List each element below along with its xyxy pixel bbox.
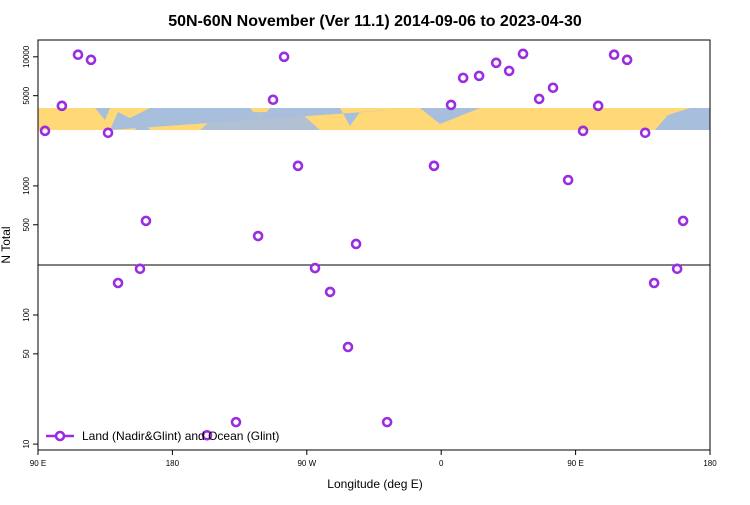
x-tick-label: 90 W — [297, 459, 316, 468]
data-point — [533, 93, 545, 105]
y-tick-label: 10 — [22, 439, 31, 448]
legend-label: Land (Nadir&Glint) and Ocean (Glint) — [82, 429, 279, 443]
data-point — [350, 238, 362, 250]
data-point — [267, 94, 279, 106]
x-tick-label: 180 — [703, 459, 717, 468]
y-axis-label: N Total — [0, 226, 13, 263]
data-point — [490, 57, 502, 69]
data-point — [547, 82, 559, 94]
x-tick-label: 0 — [439, 459, 444, 468]
data-point — [639, 127, 651, 139]
y-tick-label: 10000 — [22, 45, 31, 68]
data-point — [112, 277, 124, 289]
data-point — [428, 160, 440, 172]
data-point — [252, 230, 264, 242]
y-tick-label: 50 — [22, 349, 31, 358]
data-point — [85, 54, 97, 66]
data-point — [134, 263, 146, 275]
data-point — [342, 341, 354, 353]
x-axis-label: Longitude (deg E) — [327, 477, 422, 491]
data-point — [608, 49, 620, 61]
legend-marker — [54, 430, 66, 442]
y-tick-label: 1000 — [22, 176, 31, 194]
data-point — [140, 215, 152, 227]
data-point — [517, 48, 529, 60]
x-tick-label: 90 E — [30, 459, 46, 468]
plot-frame — [37, 39, 711, 451]
y-tick-label: 500 — [22, 218, 31, 232]
data-point — [577, 125, 589, 137]
y-tick-label: 100 — [22, 308, 31, 322]
map-band — [38, 108, 710, 130]
chart-title: 50N-60N November (Ver 11.1) 2014-09-06 t… — [168, 13, 582, 30]
data-point — [230, 416, 242, 428]
data-point — [457, 72, 469, 84]
data-point — [648, 277, 660, 289]
data-point — [324, 286, 336, 298]
data-point — [671, 263, 683, 275]
data-point — [503, 65, 515, 77]
data-point — [621, 54, 633, 66]
data-point — [381, 416, 393, 428]
data-point — [473, 70, 485, 82]
data-point — [309, 262, 321, 274]
data-point — [102, 127, 114, 139]
y-tick-label: 5000 — [22, 86, 31, 104]
data-point — [292, 160, 304, 172]
data-point — [677, 215, 689, 227]
data-point — [592, 100, 604, 112]
data-point — [56, 100, 68, 112]
x-tick-label: 90 E — [567, 459, 583, 468]
x-tick-label: 180 — [166, 459, 180, 468]
data-point — [72, 49, 84, 61]
data-point — [201, 429, 213, 441]
data-point — [445, 99, 457, 111]
data-point — [278, 51, 290, 63]
data-point — [562, 174, 574, 186]
data-point — [39, 125, 51, 137]
